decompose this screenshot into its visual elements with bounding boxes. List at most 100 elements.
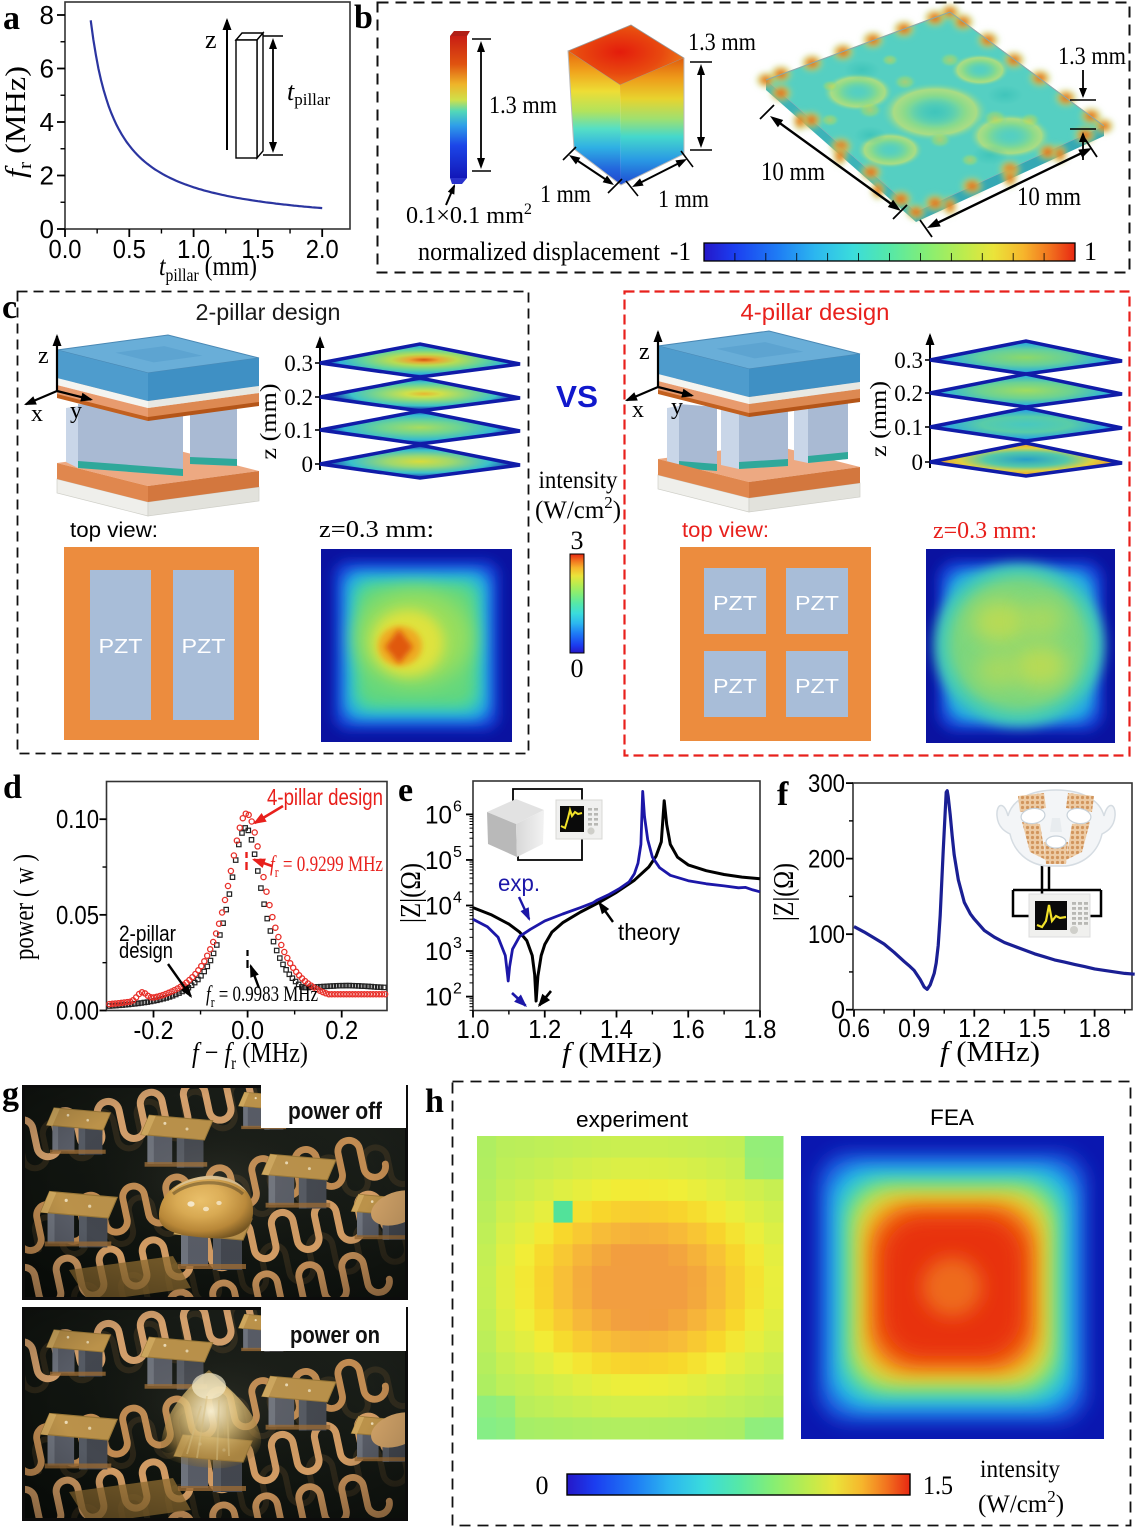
svg-text:0.0: 0.0 [49, 234, 82, 264]
svg-text:PZT: PZT [99, 636, 143, 658]
svg-text:0.2: 0.2 [894, 381, 923, 406]
svg-text:PZT: PZT [795, 593, 839, 615]
svg-text:fr (MHz): fr (MHz) [0, 66, 36, 178]
svg-text:PZT: PZT [795, 676, 839, 698]
svg-text:fr = 0.9299 MHz: fr = 0.9299 MHz [270, 851, 383, 881]
svg-text:z=0.3 mm:: z=0.3 mm: [933, 518, 1037, 544]
svg-text:3: 3 [571, 526, 584, 555]
svg-text:exp.: exp. [498, 870, 540, 896]
svg-text:0.10: 0.10 [56, 804, 99, 834]
svg-text:0: 0 [536, 1471, 549, 1500]
svg-text:theory: theory [618, 919, 680, 945]
svg-text:2: 2 [453, 981, 462, 998]
svg-text:10: 10 [425, 938, 452, 966]
svg-text:10 mm: 10 mm [1017, 182, 1081, 211]
svg-text:2.0: 2.0 [306, 234, 339, 264]
svg-text:1 mm: 1 mm [540, 181, 591, 208]
svg-text:-0.2: -0.2 [134, 1015, 174, 1045]
svg-text:PZT: PZT [713, 676, 757, 698]
svg-text:1.0: 1.0 [177, 234, 210, 264]
svg-text:10 mm: 10 mm [761, 157, 825, 186]
svg-text:1 mm: 1 mm [658, 186, 709, 213]
svg-text:0.0: 0.0 [231, 1015, 264, 1045]
svg-text:-1: -1 [670, 237, 691, 266]
svg-text:design: design [119, 938, 173, 963]
svg-text:e: e [398, 772, 413, 809]
svg-text:f: f [777, 776, 789, 813]
svg-text:0.2: 0.2 [325, 1015, 358, 1045]
svg-text:1.5: 1.5 [241, 234, 274, 264]
svg-text:6: 6 [453, 798, 462, 815]
svg-text:0.6: 0.6 [838, 1013, 870, 1043]
svg-text:0.1×0.1 mm2: 0.1×0.1 mm2 [406, 201, 532, 229]
svg-text:z (mm): z (mm) [866, 381, 891, 457]
svg-text:0: 0 [302, 452, 314, 477]
svg-text:200: 200 [808, 846, 845, 874]
svg-text:0: 0 [571, 654, 584, 683]
svg-text:top view:: top view: [682, 519, 769, 542]
svg-text:power ( w ): power ( w ) [8, 854, 40, 960]
svg-text:x: x [632, 397, 644, 423]
svg-text:0.05: 0.05 [56, 900, 99, 930]
svg-text:power off: power off [288, 1098, 383, 1125]
svg-text:tpillar: tpillar [287, 77, 330, 109]
svg-text:intensity: intensity [539, 467, 618, 494]
svg-text:1.3 mm: 1.3 mm [688, 29, 756, 56]
svg-text:4-pillar design: 4-pillar design [741, 299, 890, 325]
svg-text:2-pillar design: 2-pillar design [196, 299, 341, 325]
svg-text:4-pillar design: 4-pillar design [267, 784, 383, 810]
svg-text:0.1: 0.1 [284, 418, 313, 443]
svg-text:z (mm): z (mm) [256, 384, 281, 460]
svg-text:5: 5 [453, 844, 462, 861]
svg-text:10: 10 [425, 847, 452, 875]
svg-text:4: 4 [453, 890, 462, 907]
svg-text:tpillar (mm): tpillar (mm) [159, 251, 257, 285]
svg-text:0.1: 0.1 [894, 415, 923, 440]
svg-text:0.3: 0.3 [284, 351, 313, 376]
svg-text:f − fr (MHz): f − fr (MHz) [192, 1037, 308, 1073]
svg-text:300: 300 [808, 770, 845, 798]
svg-text:100: 100 [808, 921, 845, 949]
svg-text:4: 4 [40, 107, 54, 137]
svg-text:z: z [639, 339, 650, 365]
svg-text:0: 0 [912, 450, 924, 475]
svg-text:10: 10 [425, 801, 452, 829]
svg-text:0.00: 0.00 [56, 996, 99, 1026]
svg-text:h: h [425, 1083, 444, 1120]
svg-text:PZT: PZT [182, 636, 226, 658]
svg-text:1.3 mm: 1.3 mm [1058, 43, 1126, 70]
svg-text:1.6: 1.6 [672, 1014, 705, 1044]
svg-text:0.5: 0.5 [113, 234, 146, 264]
svg-text:2: 2 [40, 161, 54, 191]
svg-text:power on: power on [290, 1322, 380, 1349]
svg-text:intensity: intensity [980, 1456, 1060, 1483]
svg-text:1: 1 [1084, 237, 1097, 266]
svg-text:g: g [2, 1076, 19, 1113]
svg-text:1.5: 1.5 [1018, 1013, 1050, 1043]
svg-text:|Z|(Ω): |Z|(Ω) [395, 863, 427, 923]
svg-text:1.2: 1.2 [528, 1014, 561, 1044]
svg-text:(W/cm2): (W/cm2) [535, 493, 621, 524]
svg-text:0: 0 [40, 214, 54, 244]
svg-text:y: y [671, 394, 683, 420]
svg-text:6: 6 [40, 54, 54, 84]
svg-text:0.3: 0.3 [894, 348, 923, 373]
svg-text:1.5: 1.5 [923, 1471, 953, 1500]
svg-text:0: 0 [831, 997, 845, 1025]
svg-text:f (MHz): f (MHz) [562, 1037, 662, 1069]
svg-text:a: a [3, 0, 20, 37]
svg-text:b: b [354, 0, 373, 36]
svg-text:d: d [3, 769, 22, 806]
svg-text:1.3 mm: 1.3 mm [489, 92, 557, 119]
svg-text:top view:: top view: [70, 519, 158, 542]
svg-text:1.4: 1.4 [600, 1014, 633, 1044]
svg-text:3: 3 [453, 935, 462, 952]
svg-text:x: x [31, 401, 43, 427]
svg-text:z: z [38, 343, 49, 369]
svg-text:normalized displacement: normalized displacement [418, 237, 661, 266]
svg-text:2-pillar: 2-pillar [119, 921, 176, 946]
svg-text:c: c [2, 289, 17, 326]
svg-text:z: z [205, 25, 217, 54]
svg-text:fr = 0.9983 MHz: fr = 0.9983 MHz [206, 981, 318, 1011]
svg-text:|Z|(Ω): |Z|(Ω) [768, 863, 800, 921]
